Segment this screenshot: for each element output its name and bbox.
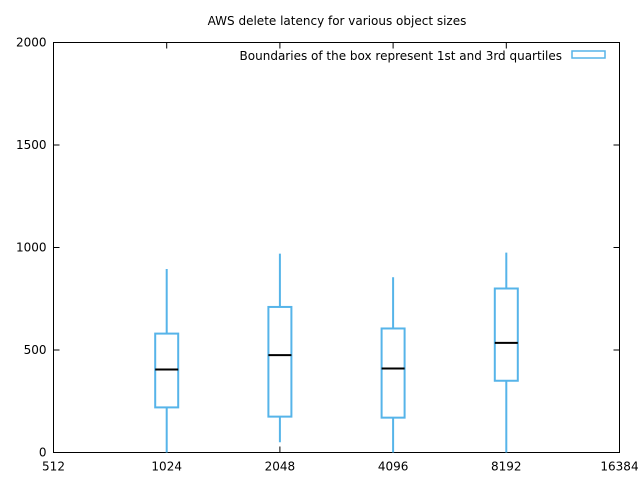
y-tick-label: 500 — [24, 343, 47, 357]
x-tick-label: 4096 — [378, 460, 409, 474]
legend: Boundaries of the box represent 1st and … — [240, 49, 606, 63]
box-4096 — [380, 277, 406, 453]
quartile-box — [267, 305, 293, 418]
y-tick-label: 1000 — [16, 241, 47, 255]
box-1024 — [154, 269, 180, 453]
legend-label: Boundaries of the box represent 1st and … — [240, 49, 562, 63]
plot-frame — [53, 42, 620, 453]
y-axis: 0 500 1000 1500 2000 — [16, 36, 620, 460]
x-axis: 512 1024 2048 4096 8192 16384 — [42, 42, 639, 474]
x-tick-label: 1024 — [151, 460, 182, 474]
box-series — [154, 252, 519, 453]
y-tick-label: 2000 — [16, 36, 47, 50]
x-tick-label: 8192 — [491, 460, 522, 474]
y-tick-label: 0 — [39, 446, 47, 460]
x-tick-label: 16384 — [600, 460, 638, 474]
x-tick-label: 512 — [42, 460, 65, 474]
quartile-box — [380, 327, 406, 419]
y-tick-label: 1500 — [16, 138, 47, 152]
quartile-box — [154, 332, 180, 409]
box-2048 — [267, 253, 293, 443]
chart-title: AWS delete latency for various object si… — [208, 14, 467, 28]
legend-swatch — [571, 50, 606, 59]
box-8192 — [493, 252, 519, 453]
x-tick-label: 2048 — [265, 460, 296, 474]
quartile-box — [493, 287, 519, 382]
